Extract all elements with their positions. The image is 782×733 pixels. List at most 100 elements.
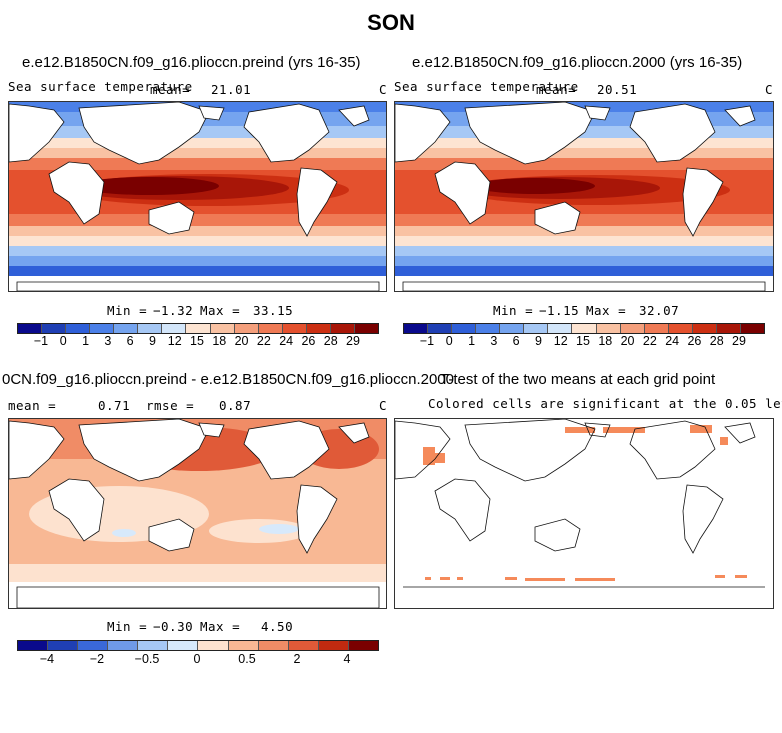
colorbar-swatch bbox=[66, 324, 91, 333]
panel-2-sst-field bbox=[395, 102, 773, 291]
colorbar-tick-label: 18 bbox=[598, 334, 613, 348]
panel-3-mean-value: 0.71 bbox=[98, 398, 131, 413]
panel-1-max-label: Max = bbox=[200, 303, 241, 318]
colorbar-swatch bbox=[210, 324, 235, 333]
panel-3-unit: C bbox=[379, 398, 388, 413]
colorbar-swatch bbox=[354, 324, 378, 333]
panel-2-unit: C bbox=[765, 82, 774, 97]
panel-3-map bbox=[8, 418, 387, 609]
colorbar-swatch bbox=[258, 641, 289, 650]
colorbar-swatch bbox=[282, 324, 307, 333]
panel-1-map bbox=[8, 101, 387, 292]
panel-3-difference-field bbox=[9, 419, 386, 608]
panel-2-min-label: Min = bbox=[493, 303, 534, 318]
colorbar-swatch bbox=[548, 324, 573, 333]
colorbar-swatch bbox=[114, 324, 139, 333]
figure-title: SON bbox=[367, 10, 415, 35]
colorbar-swatch bbox=[48, 641, 79, 650]
colorbar-swatch bbox=[198, 641, 229, 650]
colorbar-swatch bbox=[162, 324, 187, 333]
colorbar-swatch bbox=[404, 324, 429, 333]
colorbar-swatch bbox=[500, 324, 525, 333]
colorbar-swatch bbox=[108, 641, 139, 650]
panel-4-significance-field bbox=[395, 419, 773, 608]
panel-1-min-label: Min = bbox=[107, 303, 148, 318]
colorbar-tick-label: 12 bbox=[553, 334, 568, 348]
colorbar-swatch bbox=[572, 324, 597, 333]
panel-4-title: T-test of the two means at each grid poi… bbox=[440, 371, 716, 388]
colorbar-swatch bbox=[348, 641, 378, 650]
colorbar-tick-label: 0.5 bbox=[238, 652, 256, 666]
panel-3-colorbar-ticks: −4 −2 −0.5 0 0.5 2 4 bbox=[17, 652, 377, 668]
panel-2-mean-value: 20.51 bbox=[597, 82, 638, 97]
colorbar-tick-label: −4 bbox=[39, 652, 55, 666]
colorbar-tick-label: 28 bbox=[323, 334, 338, 348]
panel-2-map bbox=[394, 101, 774, 292]
colorbar-swatch bbox=[620, 324, 645, 333]
colorbar-tick-label: 22 bbox=[256, 334, 271, 348]
colorbar-swatch bbox=[138, 641, 169, 650]
colorbar-tick-label: 6 bbox=[512, 334, 520, 348]
panel-3-title: 0CN.f09_g16.plioccn.preind - e.e12.B1850… bbox=[2, 371, 454, 388]
colorbar-swatch bbox=[476, 324, 501, 333]
panel-1-mean-label: mean= bbox=[150, 82, 191, 97]
colorbar-swatch bbox=[716, 324, 741, 333]
colorbar-tick-label: 0 bbox=[445, 334, 453, 348]
colorbar-swatch bbox=[228, 641, 259, 650]
panel-3-mean-label: mean = bbox=[8, 398, 57, 413]
colorbar-tick-label: 26 bbox=[687, 334, 702, 348]
colorbar-swatch bbox=[692, 324, 717, 333]
panel-2-max-value: 32.07 bbox=[639, 303, 680, 318]
colorbar-swatch bbox=[258, 324, 283, 333]
colorbar-tick-label: −0.5 bbox=[134, 652, 160, 666]
colorbar-swatch bbox=[668, 324, 693, 333]
panel-1-mean-value: 21.01 bbox=[211, 82, 252, 97]
colorbar-swatch bbox=[524, 324, 549, 333]
colorbar-swatch bbox=[234, 324, 259, 333]
colorbar-tick-label: 0 bbox=[59, 334, 67, 348]
panel-4-map bbox=[394, 418, 774, 609]
colorbar-swatch bbox=[740, 324, 764, 333]
colorbar-tick-label: 22 bbox=[642, 334, 657, 348]
panel-2-field-label: Sea surface temperature bbox=[394, 79, 579, 94]
colorbar-swatch bbox=[596, 324, 621, 333]
colorbar-tick-label: −1 bbox=[419, 334, 435, 348]
panel-3-max-label: Max = bbox=[200, 619, 241, 634]
colorbar-swatch bbox=[288, 641, 319, 650]
colorbar-tick-label: 4 bbox=[343, 652, 351, 666]
panel-3-max-value: 4.50 bbox=[261, 619, 294, 634]
colorbar-swatch bbox=[90, 324, 115, 333]
colorbar-swatch bbox=[138, 324, 163, 333]
panel-1-max-value: 33.15 bbox=[253, 303, 294, 318]
panel-4-subtitle: Colored cells are significant at the 0.0… bbox=[428, 396, 782, 411]
colorbar-tick-label: 1 bbox=[468, 334, 476, 348]
colorbar-swatch bbox=[644, 324, 669, 333]
colorbar-swatch bbox=[452, 324, 477, 333]
colorbar-tick-label: 26 bbox=[301, 334, 316, 348]
colorbar-swatch bbox=[168, 641, 199, 650]
panel-3-rmse-label: rmse = bbox=[146, 398, 195, 413]
colorbar-tick-label: 24 bbox=[665, 334, 680, 348]
panel-2-min-value: −1.15 bbox=[539, 303, 580, 318]
colorbar-swatch bbox=[186, 324, 211, 333]
panel-3-min-value: −0.30 bbox=[153, 619, 194, 634]
colorbar-tick-label: 29 bbox=[732, 334, 746, 348]
panel-1-colorbar bbox=[17, 323, 379, 334]
panel-1-min-value: −1.32 bbox=[153, 303, 194, 318]
panel-1-colorbar-ticks: −1 0 1 3 6 9 12 15 18 20 22 24 26 28 29 bbox=[17, 334, 377, 350]
panel-1-field-label: Sea surface temperature bbox=[8, 79, 193, 94]
colorbar-tick-label: 0 bbox=[193, 652, 201, 666]
panel-1-sst-field bbox=[9, 102, 386, 291]
colorbar-tick-label: 20 bbox=[620, 334, 635, 348]
panel-3-rmse-value: 0.87 bbox=[219, 398, 252, 413]
colorbar-tick-label: 29 bbox=[346, 334, 360, 348]
panel-1-title: e.e12.B1850CN.f09_g16.plioccn.preind (yr… bbox=[22, 54, 361, 71]
colorbar-tick-label: 2 bbox=[293, 652, 301, 666]
colorbar-tick-label: −2 bbox=[89, 652, 105, 666]
colorbar-tick-label: −1 bbox=[33, 334, 49, 348]
colorbar-swatch bbox=[18, 324, 43, 333]
colorbar-tick-label: 9 bbox=[534, 334, 542, 348]
colorbar-swatch bbox=[18, 641, 49, 650]
panel-2-mean-label: mean= bbox=[536, 82, 577, 97]
colorbar-swatch bbox=[318, 641, 349, 650]
